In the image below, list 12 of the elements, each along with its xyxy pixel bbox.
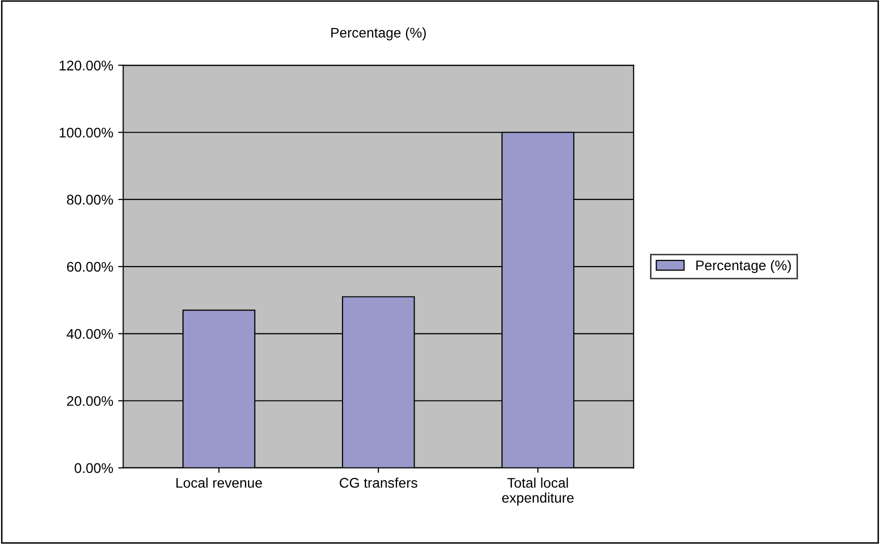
y-tick-label: 20.00% bbox=[67, 396, 113, 406]
y-tick-label: 0.00% bbox=[74, 463, 113, 474]
x-tick-label: Total local expenditure bbox=[502, 478, 574, 506]
y-tick-label: 120.00% bbox=[60, 60, 113, 70]
legend-label: Percentage (%) bbox=[696, 260, 791, 274]
y-tick-label: 40.00% bbox=[66, 328, 113, 339]
y-tick-label: 60.00% bbox=[67, 262, 113, 272]
y-tick-label: 80.00% bbox=[66, 194, 113, 205]
x-tick-label: CG transfers bbox=[340, 478, 418, 488]
y-tick-label: 100.00% bbox=[60, 128, 113, 138]
chart-title: Percentage (%) bbox=[331, 27, 426, 40]
x-tick-label: Local revenue bbox=[176, 478, 262, 488]
